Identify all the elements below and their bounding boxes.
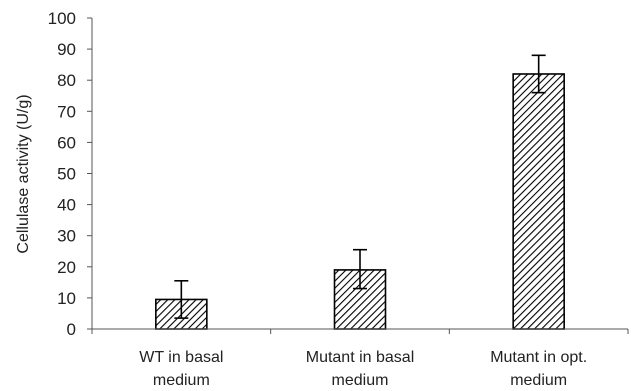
- y-tick-label: 20: [57, 258, 76, 277]
- y-tick-label: 40: [57, 196, 76, 215]
- y-tick-label: 30: [57, 227, 76, 246]
- y-tick-label: 70: [57, 102, 76, 121]
- y-tick-label: 50: [57, 165, 76, 184]
- y-tick-label: 60: [57, 133, 76, 152]
- y-tick-label: 90: [57, 40, 76, 59]
- y-tick-label: 100: [48, 9, 76, 28]
- x-category-label: Mutant in opt. medium: [490, 349, 587, 389]
- y-axis-title: Cellulase activity (U/g): [15, 94, 32, 253]
- y-axis-ticks: 0 10 20 30 40 50 60 70 80 90 100: [48, 9, 92, 339]
- x-category-label: Mutant in basal medium: [306, 349, 415, 389]
- bars-group: [155, 54, 565, 330]
- y-tick-label: 10: [57, 289, 76, 308]
- bar: [512, 73, 565, 330]
- x-category-label: WT in basal medium: [139, 349, 223, 389]
- y-tick-label: 80: [57, 71, 76, 90]
- axes: [91, 18, 629, 334]
- x-axis-category-labels: WT in basal medium Mutant in basal medium Mu…: [139, 349, 587, 389]
- y-tick-label: 0: [67, 320, 76, 339]
